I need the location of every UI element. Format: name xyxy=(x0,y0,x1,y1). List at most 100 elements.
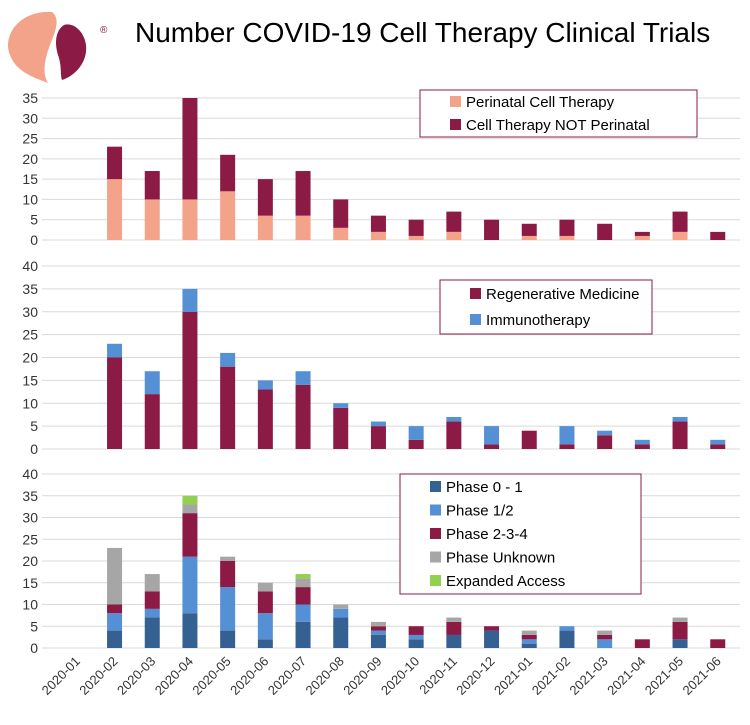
bar-segment xyxy=(295,574,311,579)
bar-segment xyxy=(484,630,500,648)
bar-segment xyxy=(144,171,160,200)
bar-segment xyxy=(370,626,386,631)
x-tick-label: 2021-02 xyxy=(529,654,573,698)
y-tick-label: 15 xyxy=(22,171,38,187)
bar-segment xyxy=(446,634,462,648)
legend-label: Phase 0 - 1 xyxy=(446,479,523,496)
bar-segment xyxy=(370,621,386,627)
bar-segment xyxy=(182,288,198,312)
y-tick-label: 35 xyxy=(22,281,38,297)
bar-segment xyxy=(484,426,500,445)
y-tick-label: 0 xyxy=(30,640,38,656)
bar-segment xyxy=(634,639,650,648)
x-tick-label: 2020-11 xyxy=(416,654,460,698)
y-tick-label: 10 xyxy=(22,395,38,411)
bar-segment xyxy=(710,639,726,648)
y-tick-label: 40 xyxy=(22,258,38,274)
bar-segment xyxy=(220,154,236,192)
bar-segment xyxy=(257,639,273,648)
y-tick-label: 15 xyxy=(22,372,38,388)
bar-segment xyxy=(220,352,236,367)
bar-segment xyxy=(446,617,462,622)
bar-segment xyxy=(182,556,198,614)
bar-segment xyxy=(559,626,575,631)
bar-segment xyxy=(521,643,537,648)
bar-segment xyxy=(144,371,160,395)
bar-segment xyxy=(597,430,613,436)
bar-segment xyxy=(107,357,123,449)
y-tick-label: 25 xyxy=(22,131,38,147)
bar-segment xyxy=(597,223,613,240)
bar-segment xyxy=(333,407,349,449)
bar-segment xyxy=(597,639,613,648)
x-tick-label: 2020-03 xyxy=(114,654,158,698)
x-tick-label: 2021-01 xyxy=(491,654,535,698)
bar-segment xyxy=(182,613,198,648)
bar-segment xyxy=(446,211,462,232)
logo-right-drop xyxy=(56,24,87,80)
bar-segment xyxy=(107,547,123,605)
bar-segment xyxy=(144,608,160,618)
bar-segment xyxy=(107,613,123,631)
bar-segment xyxy=(446,416,462,422)
bar-segment xyxy=(521,430,537,449)
bar-segment xyxy=(370,630,386,635)
bar-segment xyxy=(220,561,236,588)
y-tick-label: 5 xyxy=(30,418,38,434)
bar-segment xyxy=(333,604,349,609)
bar-segment xyxy=(295,621,311,648)
bar-segment xyxy=(257,380,273,390)
bar-segment xyxy=(521,223,537,236)
legend-label: Expanded Access xyxy=(446,573,565,590)
bar-segment xyxy=(333,617,349,648)
bar-segment xyxy=(333,199,349,228)
bar-segment xyxy=(182,504,198,514)
bar-segment xyxy=(295,578,311,588)
chart-title: Number COVID-19 Cell Therapy Clinical Tr… xyxy=(135,17,710,48)
bar-segment xyxy=(597,630,613,635)
bar-segment xyxy=(559,444,575,449)
bar-segment xyxy=(672,231,688,240)
y-tick-label: 0 xyxy=(30,232,38,248)
bar-segment xyxy=(182,495,198,505)
x-tick-label: 2021-03 xyxy=(566,654,610,698)
bar-segment xyxy=(182,199,198,240)
bar-segment xyxy=(370,421,386,427)
bar-segment xyxy=(144,394,160,449)
bar-segment xyxy=(182,311,198,449)
legend-label: Perinatal Cell Therapy xyxy=(466,94,615,111)
registered-mark: ® xyxy=(100,25,108,36)
bar-segment xyxy=(370,215,386,232)
chart-panel-2: 0 5 10 15 20 25 30 35 40 Regenerative Medicine Imm… xyxy=(22,258,740,457)
bar-segment xyxy=(295,171,311,216)
bar-segment xyxy=(408,439,424,449)
y-tick-label: 35 xyxy=(22,90,38,106)
bar-segment xyxy=(484,219,500,240)
x-tick-label: 2020-09 xyxy=(340,654,384,698)
bar-segment xyxy=(107,604,123,614)
x-tick-label: 2020-01 xyxy=(39,654,83,698)
bar-segment xyxy=(144,617,160,648)
bar-segment xyxy=(408,235,424,240)
bar-segment xyxy=(484,444,500,449)
y-tick-label: 15 xyxy=(22,575,38,591)
chart-panel-3: 05101520253035402020-012020-022020-03202… xyxy=(22,466,740,698)
bar-segment xyxy=(672,617,688,622)
bar-segment xyxy=(333,608,349,618)
bar-segment xyxy=(257,215,273,240)
legend-swatch xyxy=(430,528,441,539)
y-tick-label: 25 xyxy=(22,531,38,547)
y-tick-label: 20 xyxy=(22,151,38,167)
y-tick-label: 5 xyxy=(30,618,38,634)
bar-segment xyxy=(408,626,424,635)
bar-segment xyxy=(672,416,688,422)
bar-segment xyxy=(370,426,386,449)
bar-segment xyxy=(672,211,688,232)
legend: Regenerative Medicine Immunotherapy xyxy=(439,279,653,335)
bar-segment xyxy=(220,587,236,631)
chart-panel-1: 0 5 10 15 20 25 30 35 Perinatal Cell Therapy Cell… xyxy=(22,89,740,248)
bar-segment xyxy=(521,630,537,635)
bar-segment xyxy=(295,384,311,449)
x-tick-label: 2020-05 xyxy=(189,654,233,698)
